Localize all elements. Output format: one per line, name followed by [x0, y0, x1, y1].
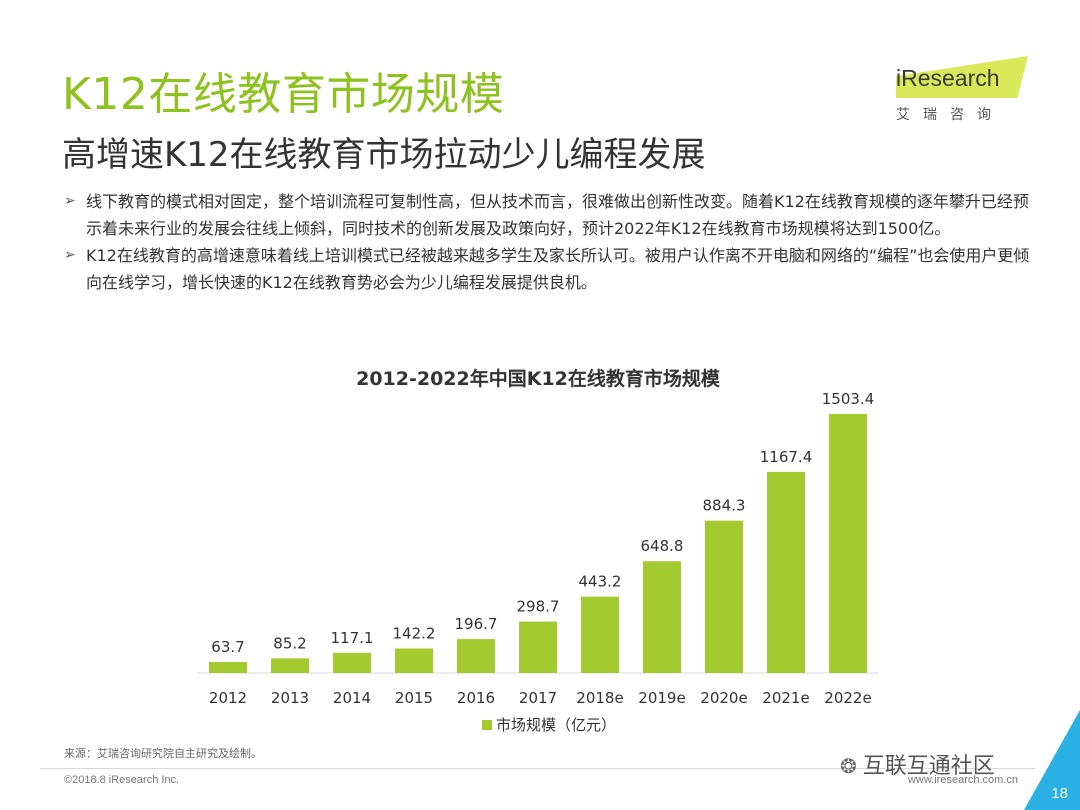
bar — [643, 561, 681, 673]
data-label: 63.7 — [211, 638, 244, 656]
bullet-item: ➢ K12在线教育的高增速意味着线上培训模式已经被越来越多学生及家长所认可。被用… — [64, 242, 1039, 296]
footer-divider — [40, 768, 1035, 769]
data-label: 196.7 — [455, 615, 498, 633]
page-subtitle: 高增速K12在线教育市场拉动少儿编程发展 — [62, 135, 706, 175]
x-tick-label: 2016 — [457, 689, 495, 707]
arrow-bullet-icon: ➢ — [64, 193, 76, 209]
x-tick-label: 2018e — [576, 689, 623, 707]
bullet-text: K12在线教育的高增速意味着线上培训模式已经被越来越多学生及家长所认可。被用户认… — [86, 246, 1030, 292]
logo-subtext: 艾瑞咨询 — [896, 107, 1004, 123]
watermark: ❂ 互联互通社区 — [840, 748, 995, 780]
x-tick-label: 2012 — [209, 689, 247, 707]
bar — [395, 648, 433, 673]
page-number: 18 — [1051, 785, 1068, 802]
bar — [581, 596, 619, 673]
legend-label: 市场规模（亿元） — [496, 716, 616, 734]
chart-title: 2012-2022年中国K12在线教育市场规模 — [356, 368, 720, 390]
data-label: 884.3 — [703, 497, 746, 515]
data-label: 1167.4 — [760, 448, 813, 466]
bullet-item: ➢ 线下教育的模式相对固定，整个培训流程可复制性高，但从技术而言，很难做出创新性… — [64, 188, 1039, 242]
website-url: www.iresearch.com.cn — [907, 774, 1018, 786]
x-tick-label: 2019e — [638, 689, 685, 707]
x-tick-label: 2014 — [333, 689, 371, 707]
x-tick-label: 2017 — [519, 689, 557, 707]
bar — [705, 520, 743, 673]
wechat-icon: ❂ — [840, 754, 857, 778]
iresearch-logo: iResearch 艾瑞咨询 — [888, 56, 1028, 126]
bar — [333, 652, 371, 673]
bullet-text: 线下教育的模式相对固定，整个培训流程可复制性高，但从技术而言，很难做出创新性改变… — [86, 192, 1029, 238]
data-label: 85.2 — [273, 634, 306, 652]
arrow-bullet-icon: ➢ — [64, 247, 76, 263]
x-tick-label: 2021e — [762, 689, 809, 707]
bar — [767, 471, 805, 673]
page-title: K12在线教育市场规模 — [62, 69, 505, 120]
bar — [209, 662, 247, 673]
x-tick-label: 2015 — [395, 689, 433, 707]
logo-text: iResearch — [896, 65, 1000, 91]
bar — [271, 658, 309, 673]
data-label: 117.1 — [331, 629, 374, 647]
x-tick-label: 2020e — [700, 689, 747, 707]
data-label: 648.8 — [641, 537, 684, 555]
copyright-text: ©2018.8 iResearch Inc. — [64, 774, 180, 786]
data-label: 298.7 — [517, 598, 560, 616]
x-tick-label: 2022e — [824, 689, 871, 707]
bar — [519, 621, 557, 673]
data-label: 142.2 — [393, 625, 436, 643]
bar — [829, 414, 867, 673]
bullet-list: ➢ 线下教育的模式相对固定，整个培训流程可复制性高，但从技术而言，很难做出创新性… — [64, 188, 1039, 296]
watermark-text: 互联互通社区 — [862, 754, 995, 779]
legend-swatch — [482, 720, 492, 730]
x-tick-label: 2013 — [271, 689, 309, 707]
source-note: 来源：艾瑞咨询研究院自主研究及绘制。 — [64, 747, 262, 760]
bar — [457, 639, 495, 673]
data-label: 443.2 — [579, 573, 622, 591]
data-label: 1503.4 — [822, 390, 875, 408]
